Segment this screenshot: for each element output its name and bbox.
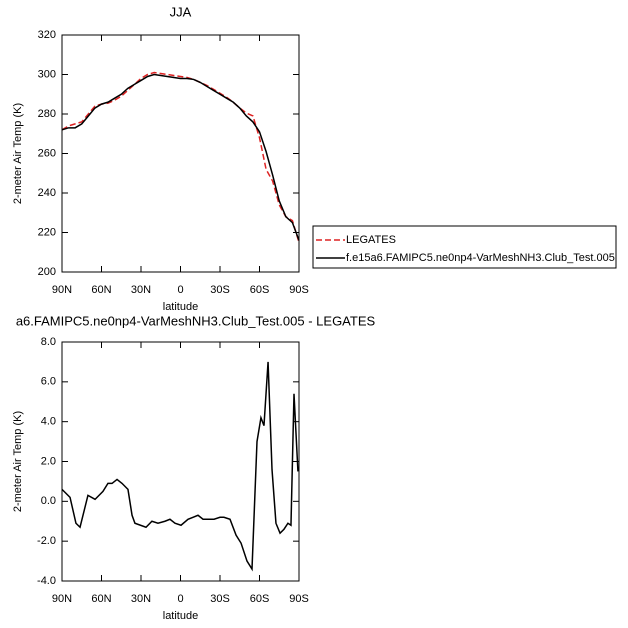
y-tick-label: -2.0 (37, 535, 56, 547)
y-axis-label: 2-meter Air Temp (K) (12, 103, 24, 204)
x-tick-label: 30N (131, 284, 151, 296)
legend-box (312, 225, 617, 269)
y-tick-label: 0.0 (41, 495, 56, 507)
y-tick-label: 220 (38, 226, 56, 238)
chart-title: JJA (170, 4, 192, 19)
y-tick-label: 280 (38, 108, 56, 120)
x-axis-label: latitude (163, 301, 198, 313)
x-axis-label: latitude (163, 610, 198, 622)
plot-frame (61, 34, 300, 273)
y-tick-label: 2.0 (41, 455, 56, 467)
y-tick-label: 4.0 (41, 416, 56, 428)
x-tick-label: 60N (91, 593, 111, 605)
x-tick-label: 60N (91, 284, 111, 296)
y-tick-label: 320 (38, 29, 56, 41)
y-tick-label: 240 (38, 187, 56, 199)
y-tick-label: 200 (38, 266, 56, 278)
plot-frame (61, 341, 300, 582)
x-tick-label: 30S (210, 284, 230, 296)
x-tick-label: 30S (210, 593, 230, 605)
x-tick-label: 90N (52, 593, 72, 605)
data-line (61, 361, 299, 572)
series-line (61, 73, 300, 241)
x-tick-label: 0 (177, 284, 183, 296)
y-tick-label: 260 (38, 147, 56, 159)
x-tick-label: 60S (250, 284, 270, 296)
y-tick-label: 300 (38, 68, 56, 80)
x-tick-label: 90S (289, 284, 309, 296)
legend-label: LEGATES (346, 234, 396, 246)
y-axis-label: 2-meter Air Temp (K) (12, 411, 24, 512)
y-tick-label: 6.0 (41, 376, 56, 388)
series-line (61, 71, 300, 243)
chart-title: a6.FAMIPC5.ne0np4-VarMeshNH3.Club_Test.0… (16, 313, 376, 328)
x-tick-label: 0 (177, 593, 183, 605)
x-tick-label: 90S (289, 593, 309, 605)
y-tick-label: 8.0 (41, 336, 56, 348)
x-tick-label: 30N (131, 593, 151, 605)
y-tick-label: -4.0 (37, 575, 56, 587)
legend-label: f.e15a6.FAMIPC5.ne0np4-VarMeshNH3.Club_T… (346, 252, 615, 264)
x-tick-label: 90N (52, 284, 72, 296)
x-tick-label: 60S (250, 593, 270, 605)
